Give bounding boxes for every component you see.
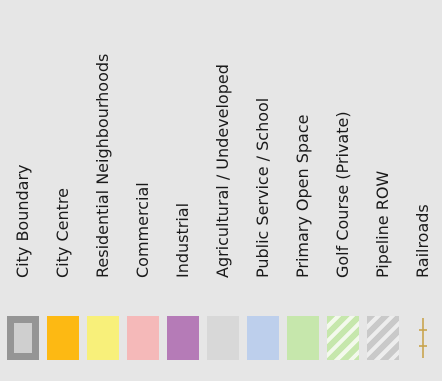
railroad-line-icon	[407, 316, 439, 360]
legend-label-city-boundary: City Boundary	[13, 164, 32, 279]
open-space-swatch	[287, 316, 319, 360]
pipeline-hatch-swatch	[367, 316, 399, 360]
legend-label-city-centre: City Centre	[53, 188, 72, 278]
legend-label-railroads: Railroads	[413, 204, 432, 278]
legend-item-agricultural: Agricultural / Undeveloped	[207, 0, 239, 381]
legend-label-open-space: Primary Open Space	[293, 114, 312, 279]
legend-label-residential: Residential Neighbourhoods	[93, 53, 112, 278]
legend-item-city-centre: City Centre	[47, 0, 79, 381]
legend-label-industrial: Industrial	[173, 202, 192, 278]
legend-item-railroads: Railroads	[407, 0, 439, 381]
legend-label-golf-course: Golf Course (Private)	[333, 111, 352, 278]
boundary-swatch	[7, 316, 39, 360]
legend-item-commercial: Commercial	[127, 0, 159, 381]
industrial-swatch	[167, 316, 199, 360]
legend-label-pipeline: Pipeline ROW	[373, 170, 392, 278]
legend-item-city-boundary: City Boundary	[7, 0, 39, 381]
legend-item-open-space: Primary Open Space	[287, 0, 319, 381]
agricultural-swatch	[207, 316, 239, 360]
legend-label-public-service: Public Service / School	[253, 97, 272, 278]
public-service-swatch	[247, 316, 279, 360]
residential-swatch	[87, 316, 119, 360]
golf-course-hatch-swatch	[327, 316, 359, 360]
legend-item-golf-course: Golf Course (Private)	[327, 0, 359, 381]
legend-item-residential: Residential Neighbourhoods	[87, 0, 119, 381]
commercial-swatch	[127, 316, 159, 360]
city-centre-swatch	[47, 316, 79, 360]
legend-item-industrial: Industrial	[167, 0, 199, 381]
legend-item-pipeline: Pipeline ROW	[367, 0, 399, 381]
legend-item-public-service: Public Service / School	[247, 0, 279, 381]
legend-label-commercial: Commercial	[133, 182, 152, 278]
legend-label-agricultural: Agricultural / Undeveloped	[213, 64, 232, 278]
